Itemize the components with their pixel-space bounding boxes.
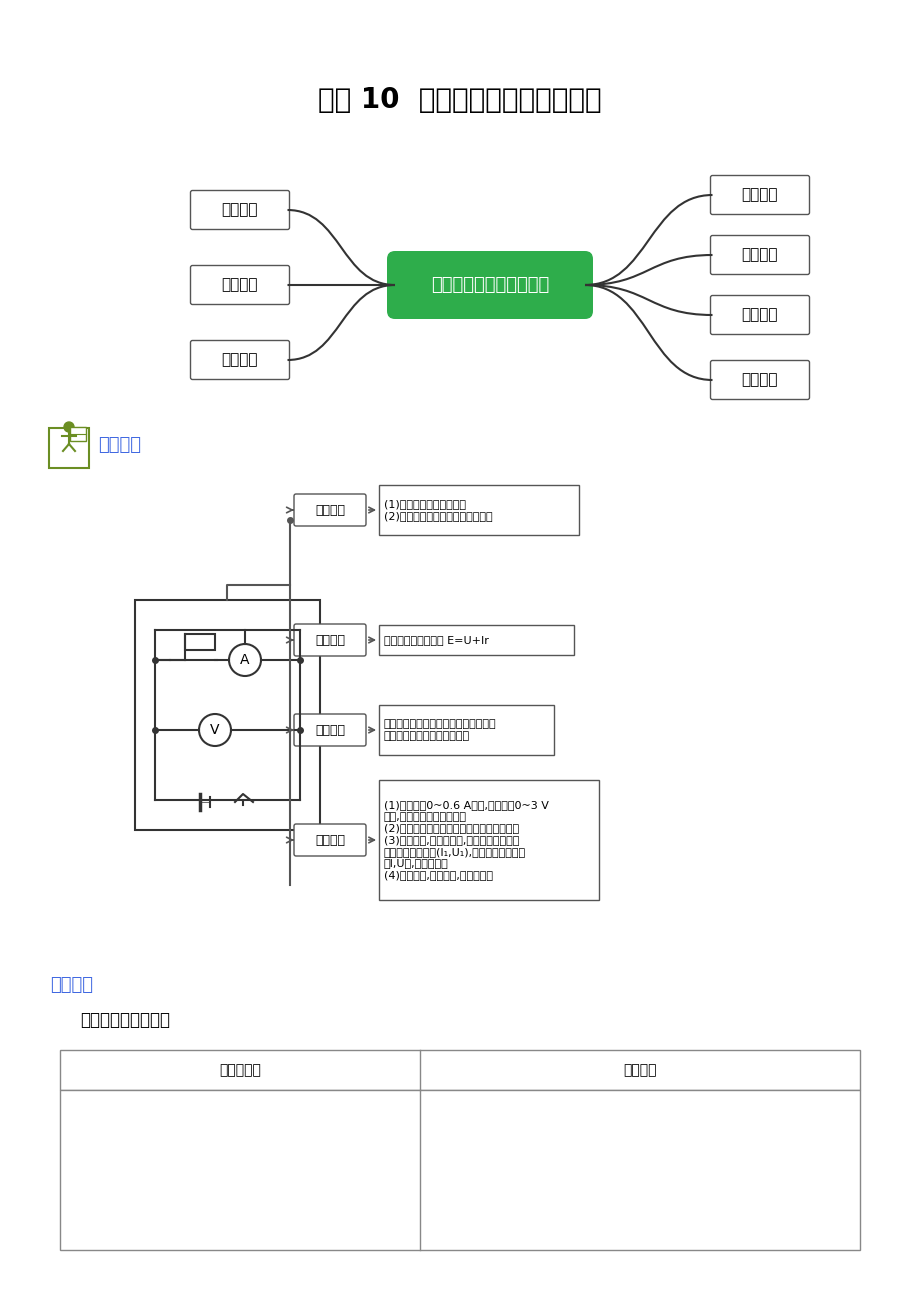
Text: 基本突破: 基本突破 <box>221 277 258 293</box>
Text: 实验原理: 实验原理 <box>314 634 345 647</box>
FancyBboxPatch shape <box>709 236 809 275</box>
Text: 创新突破: 创新突破 <box>741 187 777 203</box>
Text: (1)电流表用0~0.6 A量程,电压表用0~3 V
量程,按实验电路连接好电路
(2)把变阻器的滑片移动到使阻值最大的一端
(3)闭合开关,调节变阻器,使电流: (1)电流表用0~0.6 A量程,电压表用0~3 V 量程,按实验电路连接好电路… <box>383 801 549 880</box>
Bar <box>379 704 553 755</box>
FancyBboxPatch shape <box>294 624 366 656</box>
FancyBboxPatch shape <box>387 251 593 319</box>
FancyBboxPatch shape <box>190 190 289 229</box>
FancyBboxPatch shape <box>294 824 366 855</box>
Text: 拓展突破: 拓展突破 <box>741 247 777 263</box>
Bar <box>379 780 598 900</box>
FancyBboxPatch shape <box>709 176 809 215</box>
Text: 思维突破: 思维突破 <box>98 436 141 454</box>
Bar <box>379 486 578 535</box>
Text: 实验器材: 实验器材 <box>314 724 345 737</box>
Text: 操作要领: 操作要领 <box>622 1062 656 1077</box>
FancyBboxPatch shape <box>709 361 809 400</box>
Text: 电池、电压表、电流表、滑动变阻器、
开关、导线、坐标纸和刻度尺: 电池、电压表、电流表、滑动变阻器、 开关、导线、坐标纸和刻度尺 <box>383 719 496 741</box>
Text: 实验 10  测量电源的电动势和内阻: 实验 10 测量电源的电动势和内阻 <box>318 86 601 115</box>
Text: 实验目的: 实验目的 <box>314 504 345 517</box>
Text: (1)测电源的电动势和内阻
(2)加深对闭合电路欧姆定律的理解: (1)测电源的电动势和内阻 (2)加深对闭合电路欧姆定律的理解 <box>383 499 492 521</box>
Text: 闭合电路的欧姆定律 E=U+Ir: 闭合电路的欧姆定律 E=U+Ir <box>383 635 488 644</box>
Text: 一、基本原理与操作: 一、基本原理与操作 <box>80 1010 170 1029</box>
FancyBboxPatch shape <box>190 341 289 379</box>
Bar <box>135 600 320 829</box>
FancyBboxPatch shape <box>294 493 366 526</box>
Text: V: V <box>210 723 220 737</box>
Bar <box>70 427 85 441</box>
Text: 测量电源的电动势和内阻: 测量电源的电动势和内阻 <box>430 276 549 294</box>
FancyBboxPatch shape <box>49 428 89 467</box>
Bar <box>185 634 215 650</box>
Bar <box>60 1090 859 1250</box>
FancyBboxPatch shape <box>294 713 366 746</box>
Text: 原理电路图: 原理电路图 <box>219 1062 261 1077</box>
Text: 真题突破: 真题突破 <box>741 307 777 323</box>
FancyBboxPatch shape <box>190 266 289 305</box>
Text: 思维突破: 思维突破 <box>221 203 258 217</box>
Text: 原型图破: 原型图破 <box>221 353 258 367</box>
Text: 模拟突破: 模拟突破 <box>741 372 777 388</box>
Bar <box>60 1049 859 1090</box>
Text: A: A <box>240 654 249 667</box>
Text: 原型突破: 原型突破 <box>50 976 93 993</box>
FancyBboxPatch shape <box>709 296 809 335</box>
Circle shape <box>64 422 74 432</box>
Text: 实验步骤: 实验步骤 <box>314 833 345 846</box>
Bar <box>379 625 573 655</box>
